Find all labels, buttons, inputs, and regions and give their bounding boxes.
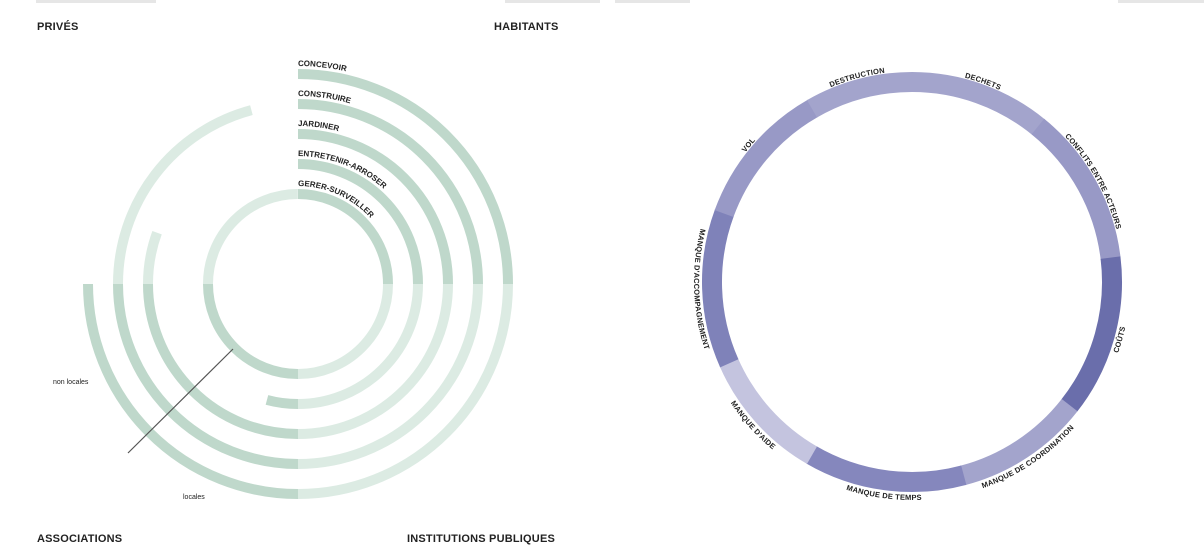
obstacle-segment	[1061, 256, 1122, 413]
corner-label-habitants: HABITANTS	[494, 21, 559, 33]
axis-label-non-local: non locales	[53, 379, 89, 386]
activity-ring-arc	[297, 189, 393, 285]
activity-ring-arc	[203, 283, 299, 379]
obstacle-segment	[911, 72, 1046, 136]
activity-ring-arc	[297, 69, 513, 285]
activity-ring-arc	[297, 283, 513, 499]
activity-ring-arc	[297, 283, 423, 409]
obstacle-segment	[702, 209, 739, 368]
top-tab-stub	[505, 0, 600, 3]
top-tab-stub	[1118, 0, 1204, 3]
activities-ring-diagram: non locales locales CONCEVOIRCONSTRUIREJ…	[53, 59, 513, 501]
axis-label-local: locales	[183, 494, 205, 501]
top-tab-stub	[36, 0, 156, 3]
activity-ring-arc	[297, 129, 453, 285]
obstacle-segment	[807, 71, 914, 118]
activity-ring-arc	[143, 230, 162, 285]
top-tab-stub	[615, 0, 690, 3]
activity-ring-arc	[297, 99, 483, 285]
obstacle-segment	[714, 99, 818, 218]
activity-ring-arc	[297, 283, 483, 469]
activity-ring-arc	[265, 395, 299, 409]
corner-label-prives: PRIVÉS	[37, 21, 79, 33]
obstacle-segment	[1031, 118, 1121, 260]
activity-ring-arc	[297, 283, 453, 439]
activity-ring-arc	[297, 159, 423, 285]
obstacle-segment	[960, 398, 1078, 486]
activity-ring-arc	[297, 283, 393, 379]
local-axis-line	[127, 348, 234, 454]
obstacle-segment	[806, 445, 967, 492]
corner-label-institutions: INSTITUTIONS PUBLIQUES	[407, 533, 556, 545]
activity-ring-arc	[113, 105, 253, 285]
obstacle-segment	[719, 358, 818, 464]
corner-label-associations: ASSOCIATIONS	[37, 533, 123, 545]
activity-ring-arc	[203, 189, 298, 285]
